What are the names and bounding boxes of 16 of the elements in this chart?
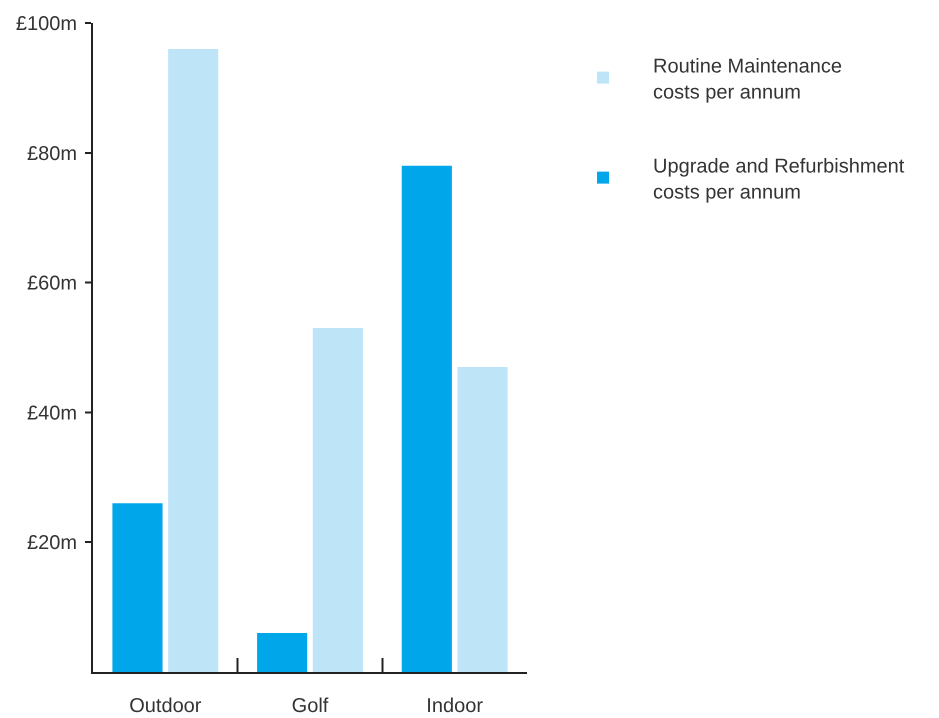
x-tick-label: Outdoor [129, 695, 202, 717]
legend-label: Upgrade and Refurbishment costs per annum [653, 155, 905, 204]
x-tick-label: Golf [292, 695, 329, 717]
x-tick-label: Indoor [426, 695, 484, 717]
bar [312, 328, 363, 672]
y-tick-label: £100m [16, 13, 77, 35]
legend-label: Routine Maintenance costs per annum [653, 55, 842, 104]
y-tick-label: £80m [26, 142, 77, 165]
bar [402, 166, 452, 672]
y-tick-label: £20m [26, 532, 77, 554]
bar [168, 48, 218, 672]
bar [457, 366, 508, 672]
y-tick-label: £40m [26, 402, 77, 424]
bar [112, 503, 163, 672]
y-tick-label: £60m [26, 272, 77, 295]
bar [257, 633, 308, 672]
